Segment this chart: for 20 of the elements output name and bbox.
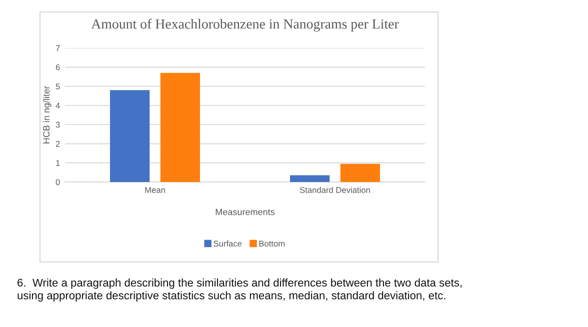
bar (160, 72, 200, 182)
bar (340, 164, 380, 182)
x-axis-title: Measurements (216, 208, 275, 216)
y-tick-label: 2 (56, 140, 60, 147)
legend-label: Surface (214, 240, 242, 247)
y-tick-label: 4 (56, 102, 60, 108)
y-tick-label: 1 (56, 160, 60, 166)
text: 6. Write a paragraph describing the similarities and differences between the two data sets, using appropriate descriptive statistics such as means, median, standard deviation, etc. (18, 278, 462, 302)
bar (110, 90, 150, 182)
chart-title: Amount of Hexachlorobenzene in Nanograms per Liter (91, 18, 399, 32)
y-tick-label: 6 (56, 64, 60, 70)
bar (290, 175, 330, 182)
legend-label: Bottom (259, 240, 285, 247)
y-axis-title: HCB in ng/liter (42, 86, 52, 144)
y-tick-label: 5 (56, 84, 60, 90)
y-tick-label: 7 (56, 45, 60, 52)
x-tick-label: Standard Deviation (300, 186, 370, 193)
x-tick-label: Mean (145, 187, 165, 193)
y-tick-label: 3 (56, 122, 60, 128)
y-tick-label: 0 (56, 179, 60, 186)
